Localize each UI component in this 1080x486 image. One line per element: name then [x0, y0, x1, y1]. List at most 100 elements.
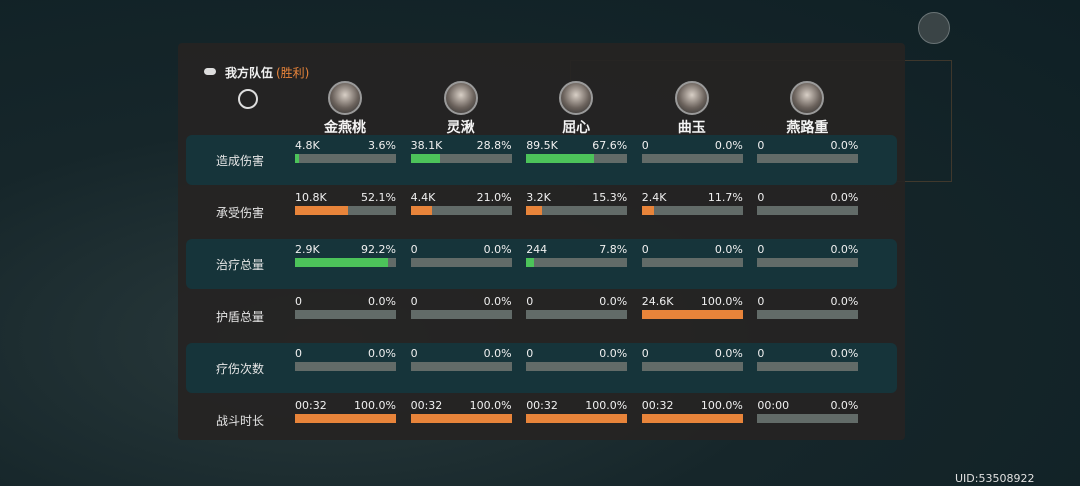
- cell-value: 0: [295, 295, 302, 308]
- member-name: 曲玉: [677, 120, 706, 136]
- row-label: 疗伤次数: [215, 362, 264, 376]
- bar-track: [641, 362, 743, 371]
- cell-value: 24.6K: [641, 295, 674, 308]
- cell-percent: 0.0%: [483, 347, 512, 360]
- cell-percent: 0.0%: [714, 139, 743, 152]
- cell-percent: 3.6%: [368, 139, 396, 152]
- cell-percent: 100.0%: [700, 399, 743, 412]
- cell-value: 38.1K: [410, 139, 443, 152]
- cell-percent: 0.0%: [599, 347, 628, 360]
- bar: [295, 414, 396, 423]
- bar-track: [757, 258, 859, 267]
- stats-button[interactable]: [918, 12, 950, 44]
- bar-track: [410, 154, 512, 163]
- cell-percent: 21.0%: [476, 191, 512, 204]
- cell-value: 4.4K: [410, 191, 436, 204]
- row-label: 承受伤害: [215, 206, 264, 220]
- member-name: 灵湫: [446, 120, 475, 136]
- cell-value: 0: [295, 347, 302, 360]
- cell-percent: 0.0%: [714, 347, 743, 360]
- bar-track: [410, 206, 512, 215]
- cell-percent: 0.0%: [368, 295, 396, 308]
- cell-value: 0: [641, 139, 649, 152]
- bar-track: [526, 258, 628, 267]
- bar: [641, 206, 654, 215]
- bar: [641, 414, 743, 423]
- cell-value: 0: [757, 243, 765, 256]
- bar: [410, 154, 440, 163]
- bar: [526, 154, 595, 163]
- row-label: 战斗时长: [215, 414, 264, 428]
- cell-value: 00:32: [526, 399, 558, 412]
- row-label: 护盾总量: [215, 310, 264, 324]
- cell-value: 4.8K: [295, 139, 320, 152]
- cell-value: 0: [641, 243, 649, 256]
- cell-value: 0: [757, 295, 765, 308]
- team-result: (胜利): [276, 66, 310, 80]
- toggle-icon[interactable]: [204, 68, 216, 75]
- bar-track: [757, 414, 859, 423]
- cell-percent: 52.1%: [361, 191, 396, 204]
- cell-percent: 0.0%: [483, 243, 512, 256]
- bar-track: [641, 258, 743, 267]
- avatar: [790, 81, 825, 115]
- bar-track: [295, 154, 396, 163]
- cell-value: 0: [641, 347, 649, 360]
- cell-percent: 15.3%: [592, 191, 628, 204]
- bar: [295, 154, 299, 163]
- avatar: [328, 81, 362, 115]
- cell-percent: 67.6%: [592, 139, 628, 152]
- cell-value: 00:32: [410, 399, 443, 412]
- cell-value: 244: [526, 243, 548, 256]
- cell-percent: 0.0%: [830, 191, 859, 204]
- cell-percent: 100.0%: [585, 399, 628, 412]
- bar: [526, 414, 628, 423]
- bar-track: [295, 362, 396, 371]
- cell-percent: 0.0%: [830, 295, 859, 308]
- bar: [526, 258, 535, 267]
- bar-track: [526, 206, 628, 215]
- bar-track: [295, 310, 396, 319]
- cell-percent: 0.0%: [830, 139, 859, 152]
- cell-value: 2.9K: [295, 243, 320, 256]
- cell-percent: 7.8%: [599, 243, 628, 256]
- bar-track: [757, 362, 859, 371]
- cell-percent: 0.0%: [830, 243, 859, 256]
- cell-percent: 100.0%: [469, 399, 512, 412]
- bar: [295, 206, 348, 215]
- cell-value: 2.4K: [641, 191, 667, 204]
- cell-value: 00:32: [295, 399, 327, 412]
- switch-icon[interactable]: [238, 89, 258, 109]
- cell-value: 0: [757, 139, 765, 152]
- cell-percent: 0.0%: [483, 295, 512, 308]
- cell-value: 10.8K: [295, 191, 327, 204]
- cell-value: 0: [526, 347, 534, 360]
- cell-percent: 92.2%: [361, 243, 396, 256]
- cell-value: 0: [757, 191, 765, 204]
- bar: [641, 310, 743, 319]
- team-title: 我方队伍: [225, 66, 274, 80]
- bar: [410, 414, 512, 423]
- avatar: [443, 81, 478, 115]
- cell-value: 00:00: [757, 399, 790, 412]
- cell-percent: 0.0%: [714, 243, 743, 256]
- member-name: 金燕桃: [324, 120, 366, 136]
- cell-percent: 0.0%: [830, 347, 859, 360]
- cell-percent: 0.0%: [368, 347, 396, 360]
- bar-track: [526, 310, 628, 319]
- bar-track: [757, 154, 859, 163]
- uid: UID:53508922: [955, 472, 1035, 485]
- cell-value: 89.5K: [526, 139, 558, 152]
- bar-track: [757, 206, 859, 215]
- cell-percent: 28.8%: [476, 139, 512, 152]
- cell-value: 00:32: [641, 399, 674, 412]
- cell-value: 0: [410, 295, 418, 308]
- cell-percent: 11.7%: [707, 191, 743, 204]
- cell-value: 3.2K: [526, 191, 551, 204]
- member-name: 燕路重: [786, 120, 829, 136]
- cell-percent: 100.0%: [354, 399, 396, 412]
- bar-track: [641, 154, 743, 163]
- cell-value: 0: [526, 295, 534, 308]
- bar: [410, 206, 432, 215]
